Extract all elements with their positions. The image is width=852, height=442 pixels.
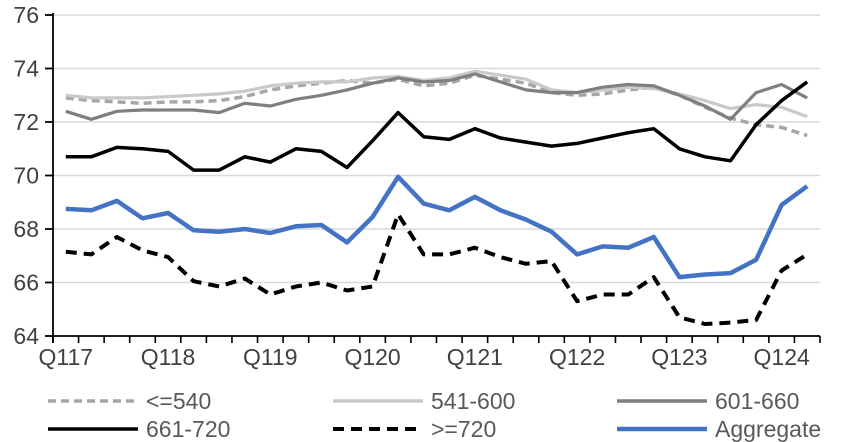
legend-label-720: >=720	[431, 416, 496, 442]
y-tick-label: 76	[13, 2, 39, 28]
series-line--540	[65, 73, 808, 138]
y-tick-label: 64	[13, 323, 39, 349]
legend-label-601-660: 601-660	[715, 388, 799, 414]
x-tick-label: Q124	[754, 344, 810, 370]
legend-label-540: <=540	[146, 388, 211, 414]
series-line-aggregate	[65, 174, 809, 280]
y-tick-label: 66	[13, 270, 39, 296]
x-tick-label: Q117	[39, 344, 94, 370]
series-line--720	[65, 212, 809, 326]
x-tick-label: Q123	[651, 344, 707, 370]
y-tick-label: 70	[13, 163, 39, 189]
legend-label-541-600: 541-600	[431, 388, 515, 414]
y-tick-label: 74	[13, 56, 39, 82]
y-tick-label: 72	[13, 109, 39, 135]
series-line-601-660	[65, 72, 808, 121]
legend-label-aggregate: Aggregate	[715, 416, 821, 442]
series-line-661-720	[65, 80, 809, 172]
x-tick-label: Q121	[447, 344, 503, 370]
y-tick-label: 68	[13, 216, 39, 242]
legend-label-661-720: 661-720	[146, 416, 230, 442]
x-tick-label: Q122	[549, 344, 605, 370]
x-tick-label: Q120	[344, 344, 400, 370]
x-tick-label: Q118	[141, 344, 196, 370]
x-tick-label: Q119	[243, 344, 298, 370]
series-line-541-600	[65, 69, 808, 119]
